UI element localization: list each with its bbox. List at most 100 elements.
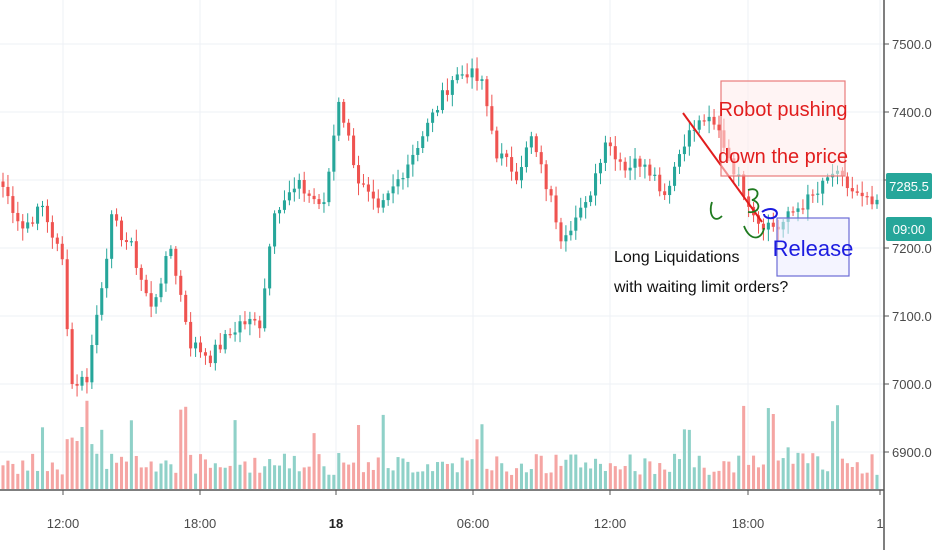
candle-body bbox=[796, 208, 800, 212]
volume-bar bbox=[643, 458, 647, 489]
volume-bar bbox=[366, 462, 370, 489]
volume-bar bbox=[850, 466, 854, 489]
candle-body bbox=[534, 136, 538, 153]
candle-body bbox=[332, 135, 336, 172]
candle-body bbox=[361, 183, 365, 185]
volume-bar bbox=[322, 466, 326, 489]
candle-body bbox=[184, 294, 188, 322]
candle-body bbox=[673, 166, 677, 186]
candle-body bbox=[801, 208, 805, 210]
volume-bar bbox=[598, 463, 603, 489]
candle-body bbox=[391, 186, 395, 194]
annotation-marks bbox=[709, 188, 778, 239]
volume-bar bbox=[228, 465, 232, 489]
volume-bar bbox=[658, 463, 662, 489]
candle-body bbox=[426, 122, 430, 137]
candle-body bbox=[821, 180, 825, 194]
candle-body bbox=[198, 342, 203, 353]
volume-bar bbox=[569, 454, 573, 489]
volume-bar bbox=[480, 424, 484, 489]
candle-body bbox=[574, 217, 578, 231]
volume-bar bbox=[692, 467, 696, 489]
volume-bar bbox=[579, 467, 583, 489]
volume-bar bbox=[194, 473, 198, 489]
volume-bar bbox=[139, 467, 143, 489]
candle-body bbox=[436, 110, 440, 113]
candle-body bbox=[475, 68, 479, 81]
candle-body bbox=[322, 202, 326, 205]
blue-loop-mark bbox=[761, 208, 778, 220]
robot-text-line1: Robot pushing bbox=[719, 99, 848, 121]
volume-bar bbox=[273, 465, 277, 489]
candle-body bbox=[717, 124, 721, 131]
volume-bar bbox=[144, 467, 148, 489]
volume-bar bbox=[65, 439, 69, 489]
volume-bar bbox=[485, 468, 489, 489]
volume-bar bbox=[356, 425, 361, 489]
volume-bar bbox=[732, 472, 736, 489]
volume-bar bbox=[855, 462, 859, 489]
volume-bar bbox=[307, 466, 311, 489]
candle-body bbox=[292, 188, 296, 193]
candle-body bbox=[608, 142, 612, 147]
x-tick-label: 06:00 bbox=[457, 516, 490, 531]
volume-bar bbox=[707, 474, 711, 489]
candle-body bbox=[663, 191, 667, 196]
volume-bars bbox=[1, 400, 879, 489]
volume-bar bbox=[134, 455, 138, 489]
candle-body bbox=[470, 68, 474, 78]
volume-bar bbox=[347, 464, 351, 489]
volume-bar bbox=[115, 462, 119, 489]
candle-body bbox=[682, 146, 686, 155]
volume-bar bbox=[169, 464, 173, 489]
candle-body bbox=[149, 293, 153, 307]
candle-body bbox=[342, 101, 346, 123]
candle-body bbox=[401, 178, 405, 180]
candle-body bbox=[189, 321, 193, 349]
candle-body bbox=[594, 173, 598, 196]
candle-body bbox=[31, 222, 35, 224]
y-tick-label: 7200.0 bbox=[892, 241, 932, 256]
volume-bar bbox=[406, 461, 410, 489]
volume-bar bbox=[174, 472, 178, 489]
volume-bar bbox=[238, 464, 242, 489]
volume-bar bbox=[460, 457, 464, 489]
candle-body bbox=[460, 74, 464, 76]
y-tick-label: 7000.0 bbox=[892, 377, 932, 392]
candle-body bbox=[36, 206, 40, 224]
price-tag: 7285.5 bbox=[886, 173, 932, 199]
candle-body bbox=[658, 174, 662, 192]
candle-body bbox=[786, 211, 790, 222]
y-tick-label: 7100.0 bbox=[892, 309, 932, 324]
volume-bar bbox=[668, 471, 672, 489]
volume-bar bbox=[50, 462, 54, 489]
x-axis-ticks: 12:00 18:00 18 06:00 12:00 18:00 1 bbox=[47, 490, 884, 531]
volume-bar bbox=[835, 405, 840, 489]
candle-body bbox=[119, 220, 124, 241]
volume-bar bbox=[549, 472, 553, 489]
volume-bar bbox=[248, 472, 252, 489]
volume-bar bbox=[243, 461, 247, 489]
annotation-robot: Robot pushing down the price bbox=[682, 80, 848, 223]
candle-body bbox=[490, 106, 494, 131]
candle-body bbox=[702, 120, 706, 122]
volume-bar bbox=[90, 444, 94, 489]
volume-bar bbox=[638, 474, 642, 489]
volume-bar bbox=[677, 459, 682, 489]
y-axis-ticks: 7500.07400.07300.07200.07100.07000.06900… bbox=[884, 37, 932, 460]
candle-body bbox=[386, 193, 390, 201]
candles bbox=[1, 57, 879, 397]
candle-body bbox=[623, 161, 627, 171]
candle-body bbox=[416, 147, 420, 155]
time-tag-bg bbox=[886, 217, 932, 241]
candle-body bbox=[45, 205, 49, 223]
volume-bar bbox=[95, 453, 99, 489]
candle-body bbox=[440, 90, 444, 111]
candle-body bbox=[75, 384, 79, 386]
candle-body bbox=[203, 352, 207, 356]
y-tick-label: 7400.0 bbox=[892, 105, 932, 120]
candle-body bbox=[347, 122, 351, 136]
volume-bar bbox=[589, 468, 593, 489]
volume-bar bbox=[445, 463, 449, 489]
candle-body bbox=[850, 188, 854, 192]
